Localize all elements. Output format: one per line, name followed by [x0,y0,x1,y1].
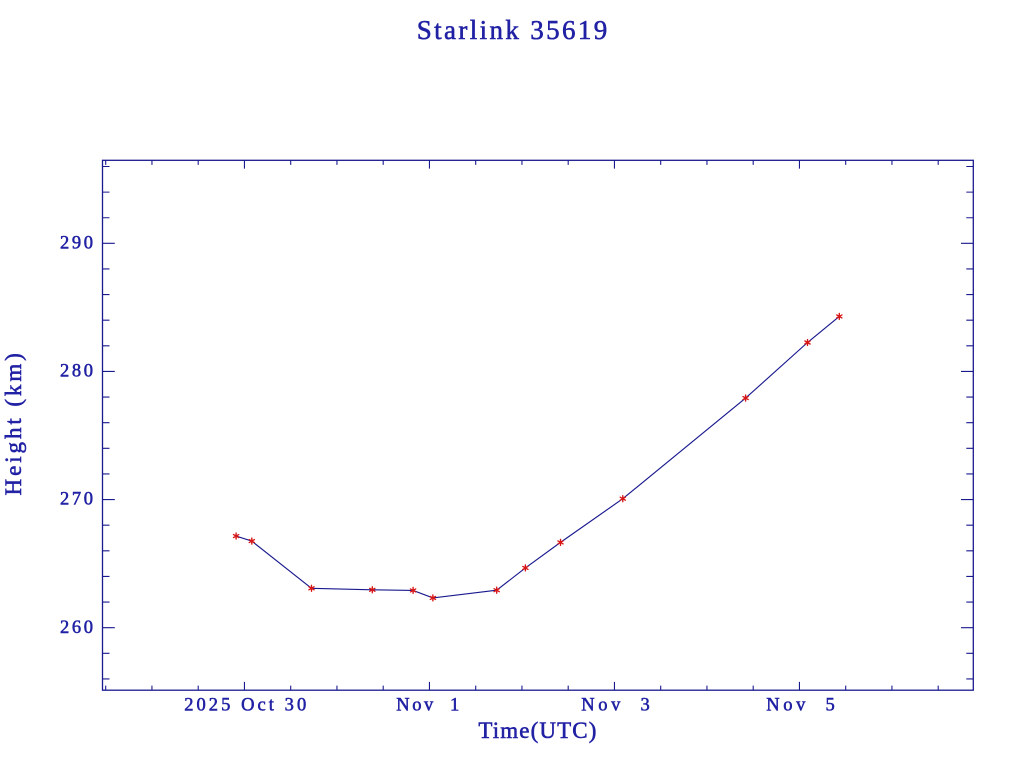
svg-text:Time(UTC): Time(UTC) [478,718,596,743]
svg-text:Height (km): Height (km) [1,353,26,495]
svg-text:Nov 3: Nov 3 [581,695,650,715]
svg-text:Nov 1: Nov 1 [396,695,459,715]
svg-text:Nov 5: Nov 5 [766,695,835,715]
svg-text:260: 260 [60,618,93,638]
svg-text:Starlink 35619: Starlink 35619 [417,15,607,45]
svg-text:270: 270 [60,490,93,510]
svg-text:2025 Oct 30: 2025 Oct 30 [184,695,306,715]
svg-text:290: 290 [60,234,93,254]
svg-text:280: 280 [60,362,93,382]
